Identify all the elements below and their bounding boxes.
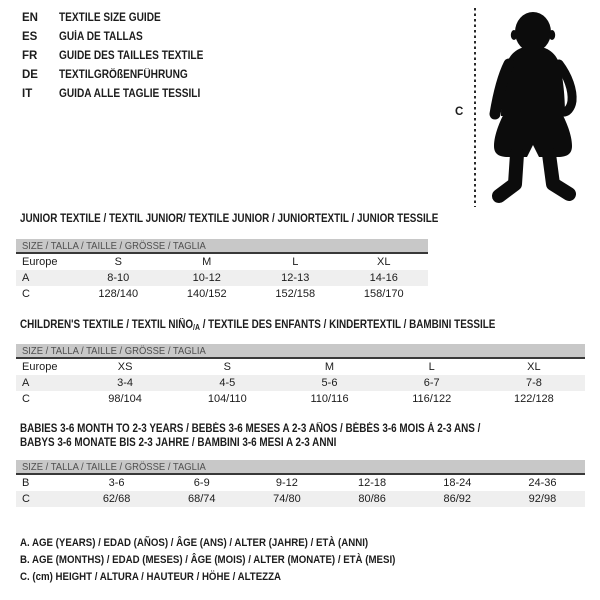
language-list: EN TEXTILE SIZE GUIDE ES GUÍA DE TALLAS … — [22, 9, 223, 104]
data-cell: 8-10 — [107, 272, 130, 284]
table-row: Europe XS S M L XL — [16, 359, 585, 375]
data-cell: 140/152 — [186, 288, 227, 300]
data-cell: M — [324, 361, 335, 373]
language-row: ES GUÍA DE TALLAS — [22, 28, 223, 47]
note-height: C. (cm) HEIGHT / ALTURA / HAUTEUR / HÖHE… — [20, 571, 282, 583]
babies-title-line1: BABIES 3-6 MONTH TO 2-3 YEARS / BEBÉS 3-… — [20, 423, 481, 435]
language-code: EN — [22, 12, 38, 24]
language-code: DE — [22, 69, 38, 81]
junior-size-table: SIZE / TALLA / TAILLE / GRÖSSE / TAGLIA … — [16, 239, 428, 302]
language-row: IT GUIDA ALLE TAGLIE TESSILI — [22, 85, 223, 104]
data-cell: 7-8 — [525, 377, 542, 389]
size-header-bar: SIZE / TALLA / TAILLE / GRÖSSE / TAGLIA — [16, 344, 585, 359]
data-cell: 158/170 — [363, 288, 404, 300]
table-row: C 128/140 140/152 152/158 158/170 — [16, 286, 428, 302]
note-age-months: B. AGE (MONTHS) / EDAD (MESES) / ÂGE (MO… — [20, 554, 396, 566]
size-header-bar: SIZE / TALLA / TAILLE / GRÖSSE / TAGLIA — [16, 460, 585, 475]
data-cell: S — [114, 256, 122, 268]
junior-section-title: JUNIOR TEXTILE / TEXTIL JUNIOR/ TEXTILE … — [20, 213, 439, 225]
language-title: GUÍA DE TALLAS — [59, 31, 143, 43]
data-cell: 12-18 — [358, 477, 387, 489]
row-label-cell: A — [22, 377, 30, 389]
data-cell: 116/122 — [412, 393, 452, 405]
language-code: FR — [22, 50, 38, 62]
data-cell: 128/140 — [98, 288, 139, 300]
table-row: C 98/104 104/110 110/116 116/122 122/128 — [16, 391, 585, 407]
height-dotted-line — [474, 8, 476, 207]
row-label-cell: Europe — [22, 256, 58, 268]
data-cell: 104/110 — [207, 393, 247, 405]
language-row: EN TEXTILE SIZE GUIDE — [22, 9, 223, 28]
data-cell: 152/158 — [275, 288, 316, 300]
row-label-cell: C — [22, 393, 30, 405]
data-cell: 110/116 — [310, 393, 349, 405]
data-cell: M — [202, 256, 212, 268]
table-row: C 62/68 68/74 74/80 80/86 86/92 92/98 — [16, 491, 585, 507]
note-age-years: A. AGE (YEARS) / EDAD (AÑOS) / ÂGE (ANS)… — [20, 537, 369, 549]
height-label-c: C — [455, 106, 464, 118]
children-size-table: SIZE / TALLA / TAILLE / GRÖSSE / TAGLIA … — [16, 344, 585, 407]
children-title-part2: / TEXTILE DES ENFANTS / KINDERTEXTIL / B… — [199, 319, 496, 331]
row-label-cell: A — [22, 272, 30, 284]
language-title: TEXTILE SIZE GUIDE — [59, 12, 161, 24]
data-cell: L — [292, 256, 299, 268]
table-row: A 8-10 10-12 12-13 14-16 — [16, 270, 428, 286]
data-cell: XL — [377, 256, 391, 268]
children-title-part1: CHILDREN'S TEXTILE / TEXTIL NIÑO — [20, 319, 194, 331]
data-cell: 18-24 — [443, 477, 472, 489]
data-cell: XL — [527, 361, 541, 373]
language-title: TEXTILGRÖßENFÜHRUNG — [59, 69, 188, 81]
data-cell: 9-12 — [275, 477, 298, 489]
children-title-sub: /A — [193, 323, 200, 332]
data-cell: 86/92 — [443, 493, 472, 505]
language-title: GUIDA ALLE TAGLIE TESSILI — [59, 88, 201, 100]
data-cell: 6-7 — [423, 377, 440, 389]
data-cell: 10-12 — [192, 272, 221, 284]
legend-notes: A. AGE (YEARS) / EDAD (AÑOS) / ÂGE (ANS)… — [20, 535, 447, 586]
data-cell: S — [223, 361, 231, 373]
row-label-cell: C — [22, 493, 30, 505]
data-cell: 4-5 — [219, 377, 236, 389]
data-cell: L — [428, 361, 435, 373]
language-row: FR GUIDE DES TAILLES TEXTILE — [22, 47, 223, 66]
data-cell: 68/74 — [187, 493, 216, 505]
babies-title-line2: BABYS 3-6 MONATE BIS 2-3 JAHRE / BAMBINI… — [20, 437, 337, 449]
language-code: IT — [22, 88, 33, 100]
row-label-cell: Europe — [22, 361, 58, 373]
data-cell: 98/104 — [108, 393, 142, 405]
language-row: DE TEXTILGRÖßENFÜHRUNG — [22, 66, 223, 85]
data-cell: 92/98 — [528, 493, 557, 505]
data-cell: XS — [117, 361, 133, 373]
size-header-text: SIZE / TALLA / TAILLE / GRÖSSE / TAGLIA — [22, 461, 206, 473]
row-label-cell: B — [22, 477, 30, 489]
data-cell: 24-36 — [528, 477, 557, 489]
data-cell: 14-16 — [369, 272, 398, 284]
table-row: A 3-4 4-5 5-6 6-7 7-8 — [16, 375, 585, 391]
babies-section-title: BABIES 3-6 MONTH TO 2-3 YEARS / BEBÉS 3-… — [20, 422, 480, 450]
baby-silhouette-icon — [489, 12, 577, 203]
data-cell: 5-6 — [321, 377, 338, 389]
data-cell: 62/68 — [102, 493, 131, 505]
data-cell: 74/80 — [273, 493, 301, 505]
language-title: GUIDE DES TAILLES TEXTILE — [59, 50, 204, 62]
row-label-cell: C — [22, 288, 30, 300]
babies-size-table: SIZE / TALLA / TAILLE / GRÖSSE / TAGLIA … — [16, 460, 585, 507]
size-header-text: SIZE / TALLA / TAILLE / GRÖSSE / TAGLIA — [22, 345, 206, 357]
data-cell: 122/128 — [514, 393, 554, 405]
data-cell: 6-9 — [193, 477, 210, 489]
children-section-title: CHILDREN'S TEXTILE / TEXTIL NIÑO/A / TEX… — [20, 318, 495, 335]
size-header-text: SIZE / TALLA / TAILLE / GRÖSSE / TAGLIA — [22, 240, 206, 252]
data-cell: 12-13 — [281, 272, 310, 284]
language-code: ES — [22, 31, 38, 43]
data-cell: 3-6 — [108, 477, 125, 489]
data-cell: 80/86 — [358, 493, 386, 505]
data-cell: 3-4 — [117, 377, 134, 389]
table-row: B 3-6 6-9 9-12 12-18 18-24 24-36 — [16, 475, 585, 491]
size-header-bar: SIZE / TALLA / TAILLE / GRÖSSE / TAGLIA — [16, 239, 428, 254]
table-row: Europe S M L XL — [16, 254, 428, 270]
